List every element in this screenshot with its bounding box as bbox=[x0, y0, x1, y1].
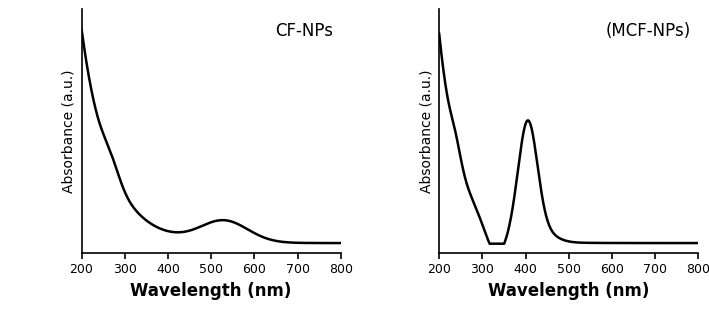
Y-axis label: Absorbance (a.u.): Absorbance (a.u.) bbox=[420, 70, 434, 193]
Text: CF-NPs: CF-NPs bbox=[275, 22, 333, 40]
Text: (MCF-NPs): (MCF-NPs) bbox=[605, 22, 691, 40]
X-axis label: Wavelength (nm): Wavelength (nm) bbox=[130, 282, 292, 300]
X-axis label: Wavelength (nm): Wavelength (nm) bbox=[488, 282, 649, 300]
Y-axis label: Absorbance (a.u.): Absorbance (a.u.) bbox=[62, 70, 76, 193]
